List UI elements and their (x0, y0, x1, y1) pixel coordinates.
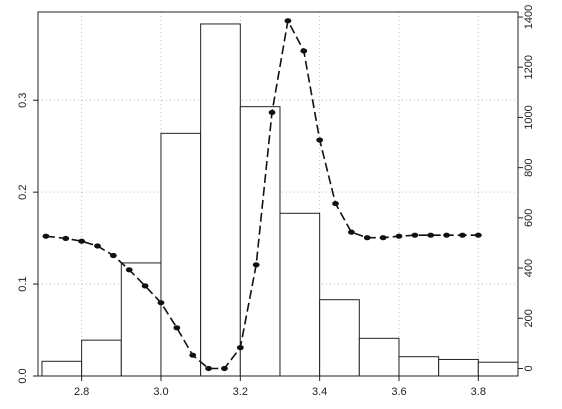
y-right-tick-label: 1200 (523, 55, 535, 79)
curve-point (347, 229, 355, 235)
curve-point (411, 232, 419, 238)
curve-point (395, 233, 403, 239)
curve-point (268, 109, 276, 116)
curve-point (109, 252, 117, 259)
curve-series (42, 18, 482, 372)
curve-point (78, 238, 86, 244)
curve-point (205, 365, 212, 372)
x-tick-label: 2.8 (74, 386, 89, 398)
histogram-bar (477, 361, 519, 377)
histogram-bar (160, 132, 202, 377)
y-left-tick-label: 0.1 (17, 276, 29, 291)
y-right-tick-label: 800 (523, 158, 535, 176)
curve-point (379, 235, 387, 241)
y-left-tick-label: 0.3 (17, 93, 29, 108)
curve-line (45, 18, 479, 370)
y-right-tick-label: 400 (523, 259, 535, 277)
histogram-bar (120, 262, 162, 377)
x-tick-label: 3.6 (391, 386, 406, 398)
histogram-bar (81, 339, 122, 377)
histogram-bars (41, 23, 519, 377)
y-right-tick-label: 600 (523, 209, 535, 227)
histogram-bar (41, 360, 83, 377)
histogram-bar (438, 358, 479, 377)
y-right-tick-label: 200 (523, 309, 535, 327)
curve-point (474, 232, 482, 238)
curve-point (284, 18, 292, 24)
curve-point (236, 345, 244, 351)
y-left-tick-label: 0.2 (17, 185, 29, 200)
curve-point (332, 200, 339, 207)
y-right-tick-label: 0 (523, 365, 535, 371)
y-right-tick-label: 1400 (523, 5, 535, 29)
histogram-bar (200, 23, 241, 377)
curve-point (141, 283, 149, 289)
histogram-bar (398, 356, 440, 377)
y-left-tick-label: 0.0 (17, 368, 29, 383)
curve-point (62, 235, 70, 242)
curve-point (221, 365, 228, 372)
x-tick-label: 3.2 (233, 386, 248, 398)
curve-point (459, 232, 466, 238)
histogram-bar (319, 299, 360, 377)
curve-point (157, 300, 165, 306)
histogram-bar (358, 337, 400, 377)
curve-point (173, 325, 181, 331)
curve-point (363, 235, 371, 241)
curve-point (125, 267, 133, 273)
curve-point (300, 48, 308, 54)
curve-point (443, 232, 450, 238)
histogram-bar (239, 106, 281, 377)
curve-point (94, 243, 101, 249)
curve-point (316, 137, 324, 143)
x-tick-label: 3.0 (153, 386, 168, 398)
x-tick-label: 3.8 (471, 386, 486, 398)
curve-point (189, 352, 197, 358)
curve-point (427, 232, 435, 238)
axes: 2.8 3.0 3.2 3.4 3.6 3.8 0.0 0.1 0.2 0.3 0 200 400 600… (17, 5, 535, 398)
curve-point (42, 233, 50, 239)
x-tick-label: 3.4 (312, 386, 327, 398)
plot-frame (37, 11, 519, 377)
histogram-bar (279, 212, 321, 377)
y-right-tick-label: 1000 (523, 105, 535, 129)
curve-point (252, 262, 260, 268)
